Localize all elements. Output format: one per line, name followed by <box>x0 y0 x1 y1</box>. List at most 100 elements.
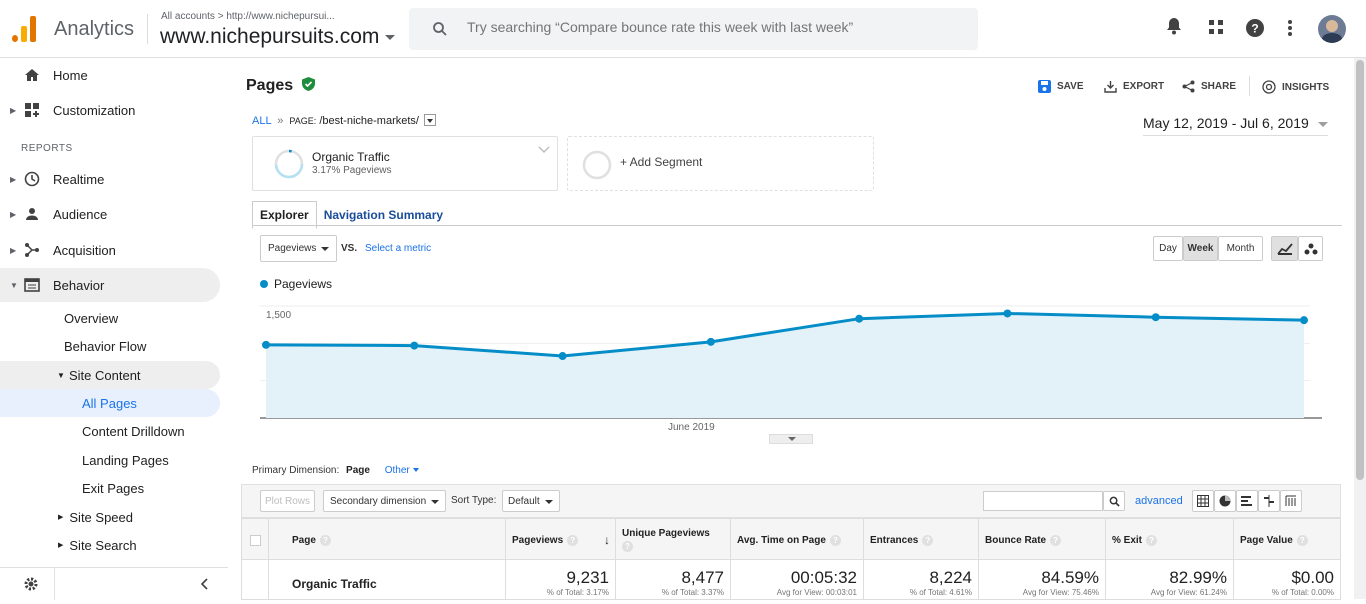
date-range-picker[interactable]: May 12, 2019 - Jul 6, 2019 <box>1143 115 1328 136</box>
gear-icon[interactable] <box>23 576 39 592</box>
granularity-month-button[interactable]: Month <box>1218 236 1263 261</box>
select-metric-link[interactable]: Select a metric <box>365 243 432 254</box>
column-header-exit[interactable]: % Exit? <box>1106 519 1234 561</box>
tab-navigation-summary[interactable]: Navigation Summary <box>323 208 444 222</box>
export-button[interactable]: EXPORT <box>1104 80 1164 93</box>
date-range-text: May 12, 2019 - Jul 6, 2019 <box>1143 115 1309 131</box>
share-button[interactable]: SHARE <box>1182 80 1236 93</box>
empty-segment-circle-icon <box>582 150 612 180</box>
column-header-bounce-rate[interactable]: Bounce Rate? <box>979 519 1106 561</box>
metric-selector[interactable]: Pageviews <box>260 235 337 262</box>
column-header-page-value[interactable]: Page Value? <box>1234 519 1340 561</box>
granularity-day-button[interactable]: Day <box>1153 236 1183 261</box>
chevron-down-icon <box>321 247 329 251</box>
table-view-data-button[interactable] <box>1192 490 1214 512</box>
help-icon[interactable]: ? <box>567 534 579 546</box>
tab-explorer[interactable]: Explorer <box>252 201 317 229</box>
notifications-bell-icon[interactable] <box>1166 17 1182 35</box>
sidebar-item-behavior[interactable]: ▼ Behavior <box>0 268 220 302</box>
sidebar-item-all-pages[interactable]: All Pages <box>0 389 220 417</box>
app-title: Analytics <box>54 18 135 40</box>
chevron-down-icon[interactable] <box>538 146 550 154</box>
account-breadcrumb[interactable]: All accounts > http://www.nichepursui... <box>161 11 335 22</box>
sidebar-item-site-content[interactable]: ▼ Site Content <box>0 361 220 389</box>
sidebar-item-label: Realtime <box>53 171 105 187</box>
line-chart-icon <box>1276 242 1293 255</box>
column-header-unique-pageviews[interactable]: Unique Pageviews? <box>616 519 731 561</box>
avatar[interactable] <box>1318 15 1346 43</box>
chart-collapse-handle[interactable] <box>769 434 813 444</box>
help-icon[interactable]: ? <box>922 534 934 546</box>
primary-dimension-other[interactable]: Other <box>384 465 410 476</box>
column-header-label: Bounce Rate <box>985 534 1047 546</box>
help-icon[interactable]: ? <box>319 534 331 546</box>
breadcrumb-all-link[interactable]: ALL <box>252 115 272 127</box>
sidebar-item-label: Home <box>53 67 88 83</box>
sidebar-item-home[interactable]: Home <box>0 58 220 92</box>
column-header-entrances[interactable]: Entrances? <box>864 519 979 561</box>
table-filter-input[interactable] <box>983 491 1103 511</box>
help-icon[interactable]: ? <box>1296 534 1308 546</box>
motion-chart-view-button[interactable] <box>1298 236 1323 261</box>
help-icon[interactable]: ? <box>1050 534 1062 546</box>
select-all-checkbox[interactable] <box>250 534 261 546</box>
secondary-dimension-dropdown[interactable]: Secondary dimension <box>323 490 446 512</box>
column-header-avg-time-on-page[interactable]: Avg. Time on Page? <box>731 519 864 561</box>
plot-rows-button[interactable]: Plot Rows <box>260 490 315 512</box>
sidebar-item-behavior-flow[interactable]: Behavior Flow <box>64 338 147 354</box>
column-header-pageviews[interactable]: Pageviews? ↓ <box>506 519 616 561</box>
column-header-page[interactable]: Page? <box>269 519 506 561</box>
sidebar-item-site-speed[interactable]: ▶ Site Speed <box>58 503 133 531</box>
primary-dimension-label: Primary Dimension: <box>252 465 340 476</box>
help-icon[interactable]: ? <box>622 541 633 552</box>
sidebar-item-overview[interactable]: Overview <box>64 310 119 326</box>
granularity-week-button[interactable]: Week <box>1183 236 1218 261</box>
segment-organic-traffic[interactable]: Organic Traffic 3.17% Pageviews <box>252 136 558 191</box>
collapse-sidebar-chevron-icon[interactable] <box>200 578 208 590</box>
export-label: EXPORT <box>1123 81 1165 92</box>
table-search-button[interactable] <box>1103 491 1125 511</box>
add-segment-button[interactable]: + Add Segment <box>567 136 874 191</box>
collapse-arrow-icon: ▼ <box>57 370 65 380</box>
sort-type-dropdown[interactable]: Default <box>502 490 560 512</box>
sidebar-item-realtime[interactable]: ▶ Realtime <box>0 162 220 196</box>
table-view-performance-button[interactable] <box>1236 490 1258 512</box>
chevron-down-icon <box>431 500 439 504</box>
page-scrollbar[interactable] <box>1354 58 1366 599</box>
table-view-percentage-button[interactable] <box>1214 490 1236 512</box>
account-selector[interactable]: www.nichepursuits.com <box>160 25 396 49</box>
total-subtext: Avg for View: 00:03:01 <box>776 588 857 597</box>
advanced-filter-link[interactable]: advanced <box>1135 495 1183 507</box>
primary-dimension-page[interactable]: Page <box>346 465 370 476</box>
sidebar-item-audience[interactable]: ▶ Audience <box>0 197 220 231</box>
breadcrumb-dropdown[interactable] <box>424 114 437 126</box>
sidebar-item-customization[interactable]: ▶ Customization <box>0 93 220 127</box>
total-subtext: % of Total: 0.00% <box>1271 588 1334 597</box>
total-exit-cell: 82.99% Avg for View: 61.24% <box>1106 560 1234 600</box>
search-input[interactable] <box>467 19 947 35</box>
analytics-logo-icon[interactable] <box>12 16 38 42</box>
secondary-dimension-label: Secondary dimension <box>330 495 427 507</box>
column-header-label: % Exit <box>1112 534 1143 546</box>
insights-button[interactable]: INSIGHTS <box>1262 80 1329 94</box>
chevron-down-icon <box>1318 122 1328 127</box>
sidebar-item-acquisition[interactable]: ▶ Acquisition <box>0 233 220 267</box>
sidebar-item-landing-pages[interactable]: Landing Pages <box>82 452 169 468</box>
sidebar-item-site-search[interactable]: ▶ Site Search <box>58 531 137 559</box>
scrollbar-thumb[interactable] <box>1356 60 1364 480</box>
line-chart-view-button[interactable] <box>1271 236 1298 261</box>
total-value: 9,231 <box>566 568 609 587</box>
table-view-pivot-button[interactable] <box>1280 490 1302 512</box>
table-view-comparison-button[interactable] <box>1258 490 1280 512</box>
help-icon[interactable]: ? <box>1146 534 1158 546</box>
more-vert-icon[interactable] <box>1288 20 1292 36</box>
table-header: Page? Pageviews? ↓ Unique Pageviews? Avg.… <box>241 518 1341 561</box>
chevron-down-icon <box>427 119 434 123</box>
search-box[interactable] <box>409 8 978 50</box>
save-button[interactable]: SAVE <box>1038 80 1084 93</box>
help-icon[interactable]: ? <box>1246 19 1264 37</box>
help-icon[interactable]: ? <box>829 534 841 546</box>
sidebar-item-content-drilldown[interactable]: Content Drilldown <box>82 423 185 439</box>
sidebar-item-exit-pages[interactable]: Exit Pages <box>82 480 145 496</box>
apps-grid-icon[interactable] <box>1209 20 1223 34</box>
